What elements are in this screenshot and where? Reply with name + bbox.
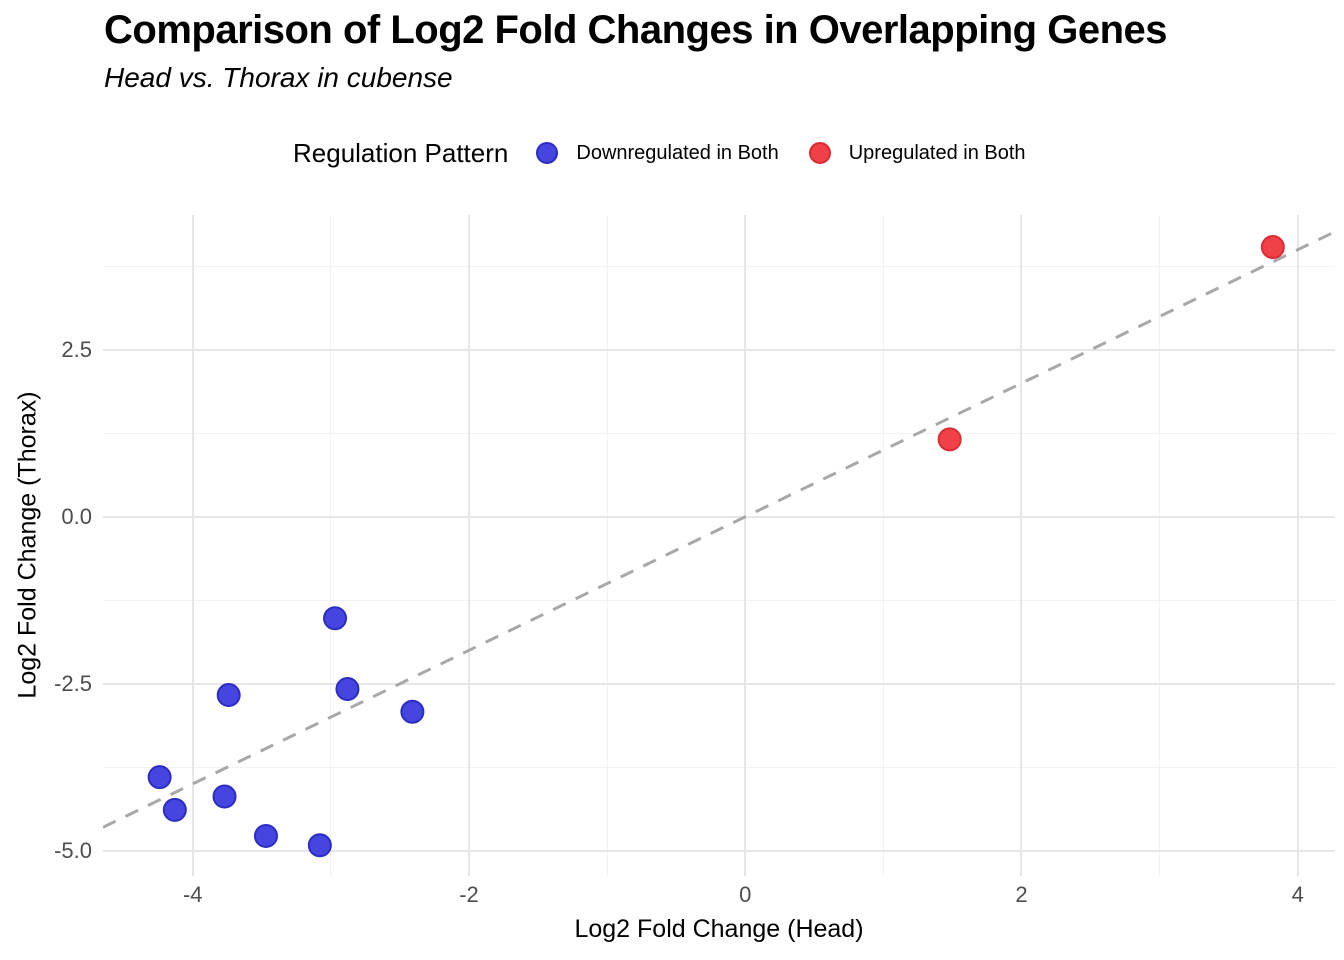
gridline-x-minor [882,215,884,876]
downregulated-dot-icon [536,142,559,164]
x-tick-label: 0 [739,882,752,907]
identity-reference-line [103,230,1335,829]
data-point [147,765,172,790]
gridline-x-major [1020,215,1023,876]
legend: Regulation Pattern Downregulated in Both… [293,134,1056,172]
legend-item-label: Upregulated in Both [848,141,1026,164]
data-point [162,797,187,822]
gridline-x-major [468,215,470,876]
data-point [216,683,241,708]
gridline-y-major [103,515,1335,518]
upregulated-dot-icon [808,142,831,164]
chart-title: Comparison of Log2 Fold Changes in Overl… [104,8,1168,52]
x-tick-label: 4 [1291,882,1304,907]
legend-item-downregulated: Downregulated in Both [536,141,779,165]
y-tick-label: 0.0 [61,503,92,529]
gridline-y-minor [103,265,1335,267]
data-point [400,699,425,724]
y-tick-label: -5.0 [54,837,92,863]
data-point [253,823,278,848]
gridline-y-major [103,682,1335,685]
plot-panel [103,215,1335,876]
gridline-x-minor [606,215,608,876]
y-tick-label: -2.5 [54,670,92,696]
data-point [335,677,360,702]
scatter-layer [103,230,1335,858]
gridline-x-major [744,215,747,876]
gridline-x-minor [1159,215,1161,876]
gridline-x-major [191,215,194,876]
gridline-y-minor [103,599,1335,601]
x-tick-label: 2 [1015,882,1028,907]
data-point [212,784,237,809]
y-axis-title: Log2 Fold Change (Thorax) [13,391,42,699]
chart-subtitle: Head vs. Thorax in cubense [104,62,453,93]
legend-item-label: Downregulated in Both [576,141,779,164]
gridline-x-minor [330,215,332,876]
data-point [307,833,332,858]
x-tick-label: -2 [459,882,479,907]
gridline-y-major [103,348,1335,351]
gridline-y-minor [103,766,1335,768]
data-point [937,427,962,452]
legend-item-upregulated: Upregulated in Both [808,141,1026,165]
x-tick-label: -4 [182,882,203,907]
data-point [1260,235,1285,260]
y-tick-label: 2.5 [61,336,92,362]
legend-title: Regulation Pattern [293,137,509,168]
gridline-x-major [1296,215,1299,876]
gridline-y-major [103,849,1335,852]
gridline-y-minor [103,432,1335,434]
data-point [323,606,348,631]
x-axis-title: Log2 Fold Change (Head) [574,915,864,943]
